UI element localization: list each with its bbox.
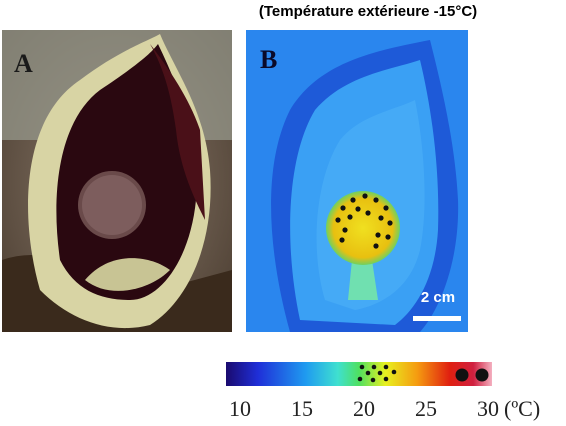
colorbar-ticks: 10 15 20 25 30 (229, 396, 499, 421)
colorbar-dots (357, 364, 489, 383)
panel-a-photo (2, 30, 232, 332)
panel-label: A (14, 49, 33, 78)
colorbar-tick-label: 30 (477, 396, 499, 421)
heat-dots (335, 193, 393, 249)
colorbar-tick-label: 25 (415, 396, 437, 421)
scale-bar (413, 316, 461, 321)
colorbar-tick-label: 10 (229, 396, 251, 421)
panel-b-thermal (246, 30, 468, 332)
colorbar (226, 362, 492, 386)
colorbar-tick-label: 15 (291, 396, 313, 421)
figure-title: (Température extérieure -15°C) (259, 3, 477, 20)
colorbar-tick-label: 20 (353, 396, 375, 421)
panel-label: B (260, 45, 277, 74)
scale-bar-label: 2 cm (421, 289, 455, 306)
colorbar-unit: (ºC) (504, 396, 540, 421)
